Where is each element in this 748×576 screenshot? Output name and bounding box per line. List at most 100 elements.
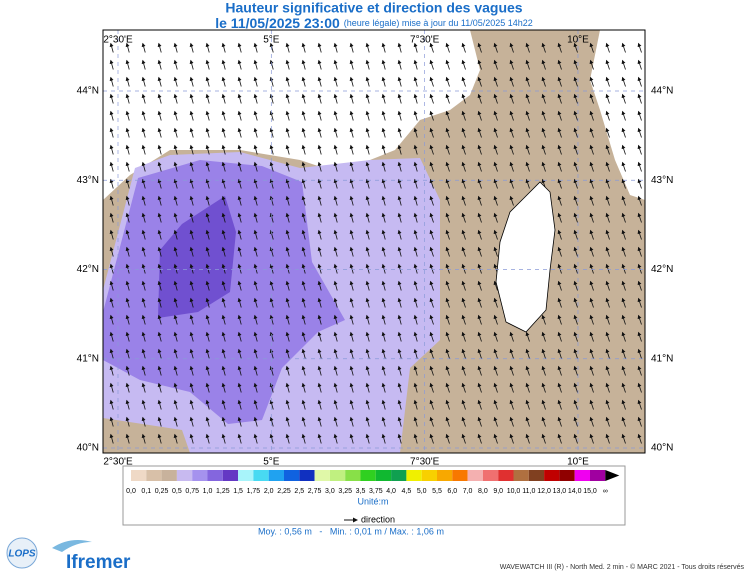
arrow (365, 382, 370, 393)
colorbar-label: 13,0 (553, 488, 567, 495)
arrow (301, 246, 306, 257)
arrow (237, 246, 242, 257)
arrow (349, 263, 354, 274)
arrow (445, 127, 450, 138)
arrow (317, 76, 322, 87)
arrow (573, 433, 578, 444)
arrow (429, 110, 434, 121)
arrow (253, 433, 258, 444)
arrow (557, 93, 562, 104)
arrow (605, 212, 610, 223)
arrow (525, 365, 530, 376)
arrow (317, 416, 322, 427)
arrow (637, 280, 642, 291)
arrow (141, 195, 146, 206)
arrow (157, 280, 162, 291)
colorbar-label: 0,0 (126, 488, 136, 495)
arrow (381, 365, 386, 376)
arrow (253, 161, 258, 172)
color-swatch (146, 470, 162, 481)
arrow (301, 144, 306, 155)
arrow (285, 382, 290, 393)
arrow (445, 263, 450, 274)
arrow (381, 161, 386, 172)
arrow (461, 93, 466, 104)
arrow (237, 280, 242, 291)
arrow (605, 280, 610, 291)
arrow (189, 212, 194, 223)
arrow (333, 229, 338, 240)
arrow (573, 144, 578, 155)
arrow (573, 93, 578, 104)
arrow (109, 433, 114, 444)
arrow (605, 399, 610, 410)
arrow (109, 76, 114, 87)
arrow (189, 365, 194, 376)
color-swatch (513, 470, 529, 481)
arrow (461, 110, 466, 121)
arrow (125, 433, 130, 444)
arrow (589, 110, 594, 121)
arrow (637, 348, 642, 359)
arrow (109, 212, 114, 223)
arrow (397, 229, 402, 240)
arrow (621, 42, 626, 53)
arrow (205, 110, 210, 121)
arrow (365, 59, 370, 70)
arrow (221, 416, 226, 427)
arrow (141, 110, 146, 121)
arrow (589, 416, 594, 427)
arrow (349, 280, 354, 291)
arrow (637, 229, 642, 240)
arrow (317, 331, 322, 342)
arrow (397, 263, 402, 274)
arrow (381, 110, 386, 121)
arrow (429, 399, 434, 410)
sea-1 (158, 196, 236, 318)
arrow (109, 161, 114, 172)
arrow (237, 178, 242, 189)
arrow (525, 161, 530, 172)
arrow (397, 348, 402, 359)
arrow (157, 144, 162, 155)
arrow (125, 382, 130, 393)
arrow (413, 161, 418, 172)
color-swatch (360, 470, 376, 481)
arrow (621, 263, 626, 274)
arrow (541, 416, 546, 427)
map-frame (102, 29, 646, 454)
arrow (269, 280, 274, 291)
arrow (525, 42, 530, 53)
arrow (253, 178, 258, 189)
arrow (589, 263, 594, 274)
arrow (621, 144, 626, 155)
arrow (397, 416, 402, 427)
arrow (429, 144, 434, 155)
arrow (237, 263, 242, 274)
arrow (557, 229, 562, 240)
arrow (557, 416, 562, 427)
arrow (237, 229, 242, 240)
arrow (493, 93, 498, 104)
arrow (621, 246, 626, 257)
arrow (301, 76, 306, 87)
arrow (253, 263, 258, 274)
arrow (605, 93, 610, 104)
arrow (445, 365, 450, 376)
arrow (509, 348, 514, 359)
arrow (445, 93, 450, 104)
arrow (445, 433, 450, 444)
arrow (605, 144, 610, 155)
arrow (285, 76, 290, 87)
arrow (365, 331, 370, 342)
arrow (205, 399, 210, 410)
arrow (477, 331, 482, 342)
arrow (173, 331, 178, 342)
arrow (317, 399, 322, 410)
arrow (189, 416, 194, 427)
arrow (349, 416, 354, 427)
colorbar-label: 8,0 (478, 488, 488, 495)
arrow (317, 195, 322, 206)
arrow (109, 314, 114, 325)
arrow (509, 365, 514, 376)
